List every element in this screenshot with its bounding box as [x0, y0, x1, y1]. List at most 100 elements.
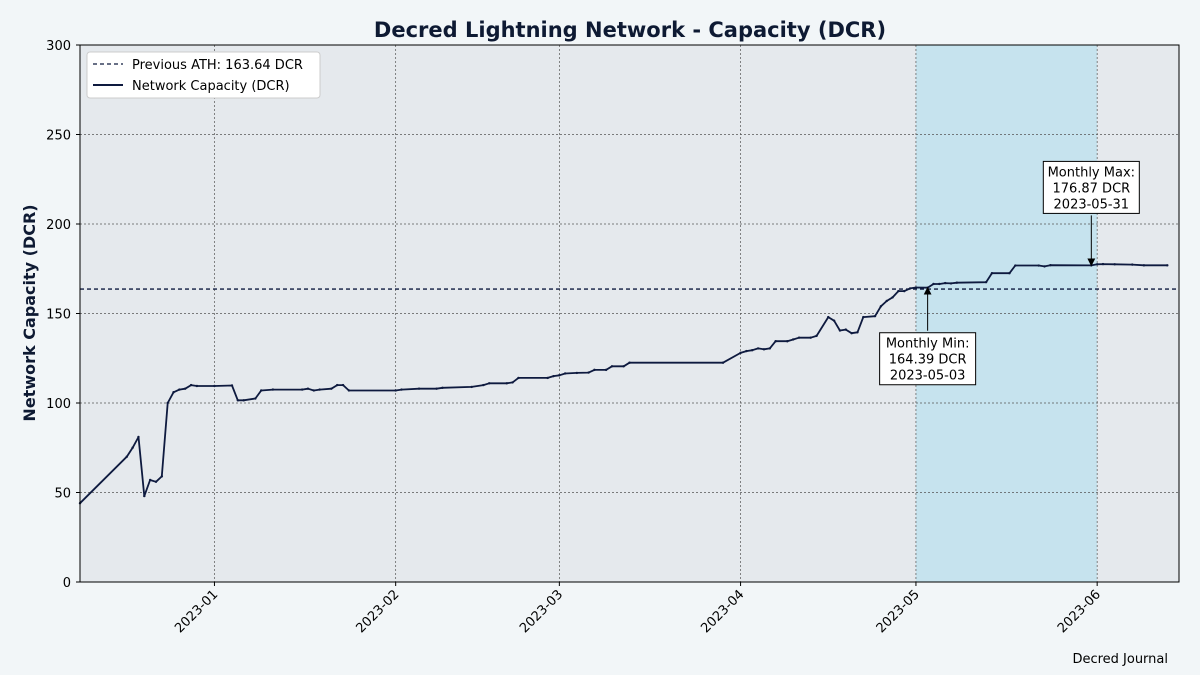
data-point	[1142, 264, 1146, 267]
data-point	[1113, 263, 1116, 266]
highlight-band	[915, 45, 1098, 582]
data-point	[271, 388, 275, 391]
data-point	[897, 289, 900, 293]
data-point	[844, 328, 847, 331]
x-tick-label: 2023-03	[517, 587, 566, 636]
data-point	[885, 299, 888, 303]
data-point	[739, 351, 742, 355]
data-point	[236, 399, 240, 402]
data-point	[622, 365, 625, 368]
series-group	[78, 262, 1169, 505]
data-point	[943, 281, 947, 285]
data-point	[347, 389, 351, 392]
data-point	[856, 331, 859, 334]
y-axis-label: Network Capacity (DCR)	[20, 204, 39, 421]
data-point	[903, 289, 906, 293]
data-point	[984, 280, 988, 284]
annotation-text-min: Monthly Min:	[886, 337, 970, 352]
x-tick-label: 2023-05	[874, 587, 923, 636]
data-point	[470, 385, 473, 389]
data-point	[593, 368, 596, 372]
data-point	[1101, 262, 1105, 266]
data-point	[260, 389, 263, 392]
data-point	[435, 387, 438, 390]
data-point	[815, 334, 818, 338]
x-tick-label: 2023-01	[172, 587, 221, 636]
annotation-box-min	[879, 332, 977, 386]
data-point	[751, 348, 754, 352]
data-point	[604, 368, 608, 372]
data-point	[587, 371, 590, 374]
grid-lines	[80, 45, 1179, 582]
data-point	[441, 386, 444, 389]
data-point	[1166, 264, 1169, 267]
data-point	[908, 287, 912, 290]
data-point	[768, 347, 771, 350]
x-axis: 2023-01 2023-02 2023-03 2023-04 2023-05 2023-…	[172, 582, 1104, 636]
data-point	[762, 348, 766, 351]
data-point	[517, 376, 520, 380]
data-point	[873, 314, 877, 318]
annotation-text-max: Monthly Max:	[1048, 165, 1135, 180]
data-point	[143, 494, 146, 498]
data-point	[786, 340, 789, 343]
data-point	[563, 372, 567, 375]
y-tick-label: 50	[54, 487, 71, 502]
data-point	[1043, 265, 1046, 268]
data-point	[1049, 263, 1052, 267]
data-point	[552, 374, 555, 378]
data-point	[926, 286, 929, 289]
y-tick-label: 300	[46, 39, 71, 54]
y-axis: 0 50 100 150 200 250 300	[46, 39, 80, 591]
data-point	[511, 381, 514, 384]
data-point	[160, 475, 164, 478]
annotation-text-min: 164.39 DCR	[889, 353, 967, 368]
annotation-text-max: 2023-05-31	[1054, 197, 1130, 212]
data-point	[125, 455, 128, 458]
data-point	[312, 389, 316, 392]
y-tick-label: 150	[46, 308, 71, 323]
data-point	[154, 480, 158, 483]
data-point	[774, 340, 777, 343]
data-point	[336, 383, 339, 387]
data-point	[178, 388, 181, 391]
data-point	[394, 389, 397, 392]
data-point	[1095, 263, 1099, 266]
data-point	[558, 374, 561, 377]
x-tick-label: 2023-06	[1055, 587, 1104, 636]
data-point	[1008, 272, 1011, 275]
data-point	[797, 336, 801, 339]
data-point	[938, 282, 941, 286]
data-point	[809, 336, 812, 339]
data-point	[1037, 264, 1040, 267]
data-point	[230, 384, 234, 387]
data-point	[172, 391, 175, 394]
data-point	[184, 387, 187, 390]
data-point	[254, 397, 257, 400]
legend-label-previous-ath: Previous ATH: 163.64 DCR	[132, 58, 303, 73]
data-point	[914, 286, 918, 289]
annotation-text-max: 176.87 DCR	[1052, 181, 1130, 196]
data-point	[195, 384, 199, 388]
data-point	[628, 361, 631, 364]
data-point	[482, 383, 485, 387]
data-point	[131, 446, 134, 449]
y-tick-label: 200	[46, 218, 71, 233]
data-point	[330, 387, 333, 390]
data-point	[1090, 264, 1093, 267]
data-point	[721, 361, 725, 364]
data-point	[189, 383, 193, 387]
data-point	[1131, 263, 1134, 266]
data-point	[166, 401, 169, 405]
legend-box	[86, 51, 321, 99]
data-point	[546, 376, 549, 380]
y-tick-label: 0	[63, 576, 71, 591]
legend: Previous ATH: 163.64 DCR Network Capacit…	[86, 51, 321, 99]
data-point	[148, 478, 152, 482]
x-tick-label: 2023-04	[698, 587, 747, 636]
data-point	[306, 387, 310, 390]
data-point	[745, 349, 748, 353]
data-point	[791, 338, 795, 341]
